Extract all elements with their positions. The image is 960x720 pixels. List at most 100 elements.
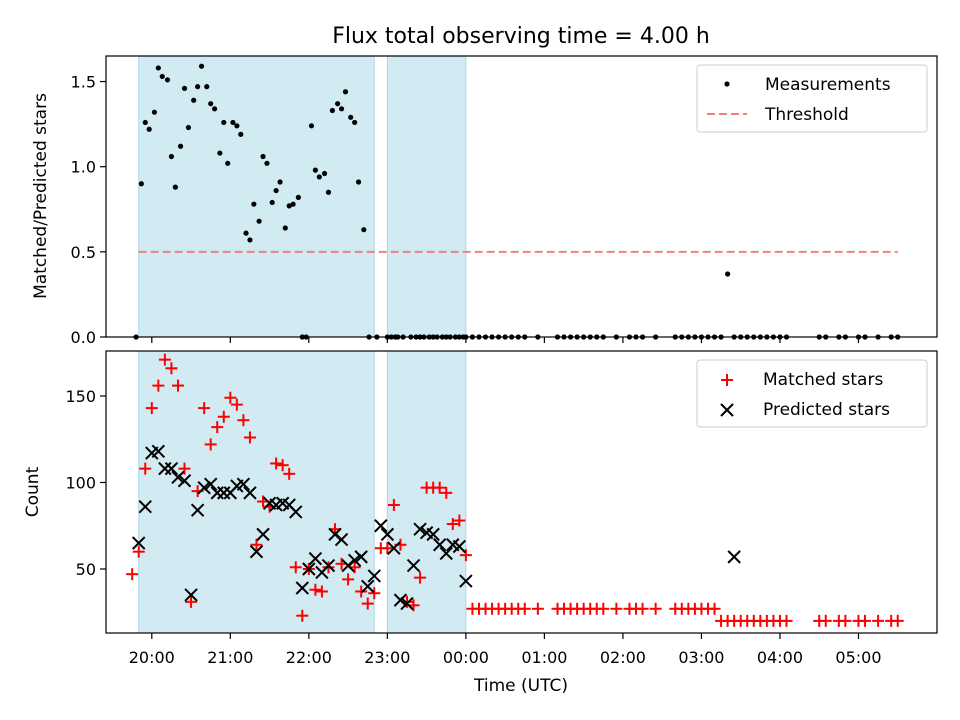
legend-matched-marker — [721, 374, 733, 386]
x-tick-label: 00:00 — [443, 648, 489, 667]
legend-predicted-label: Predicted stars — [763, 400, 890, 420]
measurement-point — [260, 153, 266, 160]
predicted-star-point — [452, 539, 467, 554]
measurement-point — [355, 179, 362, 185]
predicted-star-point — [321, 558, 336, 573]
predicted-star-point — [289, 505, 303, 519]
x-axis-label: Time (UTC) — [473, 676, 568, 696]
matched-star-point — [708, 602, 721, 615]
predicted-star-point — [308, 551, 323, 566]
chart-title: Flux total observing time = 4.00 h — [332, 24, 710, 49]
measurement-point — [282, 225, 288, 231]
matched-star-point — [859, 614, 872, 627]
matched-star-point — [211, 421, 224, 434]
matched-star-point — [230, 398, 243, 411]
matched-star-point — [289, 561, 302, 574]
bottom-plot-frame — [105, 350, 938, 634]
measurement-point — [295, 194, 301, 200]
matched-star-point — [198, 402, 211, 415]
matched-star-point — [139, 462, 152, 475]
measurement-point — [725, 271, 731, 277]
measurement-point — [269, 199, 275, 206]
matched-star-point — [368, 587, 381, 600]
observing-window-2 — [386, 55, 467, 338]
predicted-star-point — [439, 546, 453, 561]
predicted-star-point — [387, 541, 401, 555]
predicted-star-point — [413, 522, 427, 536]
x-tick-label: 04:00 — [757, 648, 803, 667]
measurement-point — [256, 218, 262, 224]
measurement-point — [212, 106, 218, 112]
x-tick-label: 01:00 — [521, 648, 567, 667]
measurement-point — [172, 184, 178, 190]
bottom-legend: Matched stars Predicted stars — [696, 359, 928, 428]
top-y-tick-label: 0.0 — [71, 328, 96, 347]
measurement-point — [221, 119, 227, 126]
matched-star-point — [217, 410, 230, 423]
measurement-point — [159, 73, 165, 80]
matched-star-point — [531, 602, 544, 615]
matched-star-point — [309, 583, 322, 596]
top-legend: Measurements Threshold — [696, 64, 928, 133]
matched-star-point — [315, 585, 328, 598]
measurement-point — [168, 153, 175, 160]
predicted-star-point — [361, 579, 375, 593]
matched-star-point — [649, 602, 662, 615]
measurement-point — [325, 189, 332, 195]
predicted-star-point — [393, 593, 408, 607]
measurement-point — [234, 123, 240, 129]
top-y-tick-label: 0.5 — [71, 243, 96, 262]
predicted-star-point — [243, 486, 257, 500]
predicted-star-point — [132, 536, 146, 550]
predicted-star-point — [295, 581, 310, 595]
bottom-y-tick-label: 50 — [76, 560, 96, 579]
matched-star-point — [446, 518, 459, 531]
observing-window-1 — [138, 350, 375, 634]
x-tick-label: 03:00 — [678, 648, 724, 667]
matched-star-point — [780, 614, 793, 627]
matched-star-point — [440, 486, 453, 499]
measurement-point — [308, 123, 315, 129]
matched-star-point — [636, 602, 649, 615]
predicted-star-point — [347, 553, 362, 568]
measurement-point — [155, 65, 161, 71]
matched-star-point — [891, 614, 904, 627]
matched-star-point — [414, 571, 427, 584]
measurement-point — [195, 84, 201, 90]
x-tick-label: 05:00 — [835, 648, 881, 667]
measurement-point — [225, 160, 231, 166]
bottom-y-tick-label: 100 — [65, 473, 96, 492]
predicted-star-point — [433, 538, 447, 552]
measurement-point — [264, 160, 270, 166]
matched-star-point — [819, 614, 832, 627]
matched-star-point — [185, 595, 198, 608]
matched-star-point — [381, 542, 394, 555]
measurement-point — [316, 174, 322, 180]
measurement-point — [208, 101, 214, 107]
predicted-star-point — [151, 444, 166, 459]
matched-star-point — [237, 414, 250, 427]
predicted-star-point — [171, 470, 185, 485]
predicted-star-point — [164, 461, 179, 476]
x-tick-label: 20:00 — [129, 648, 175, 667]
measurement-point — [164, 77, 171, 83]
matched-star-point — [387, 498, 400, 511]
measurement-point — [321, 170, 328, 177]
matched-star-point — [361, 597, 374, 610]
bottom-panel: 50 100 150 20:00 21:00 22:00 23:00 00:00 01:00 0… — [23, 350, 938, 696]
matched-star-point — [171, 379, 184, 392]
matched-star-point — [296, 609, 309, 622]
x-tick-label: 02:00 — [600, 648, 646, 667]
matched-star-point — [270, 457, 283, 470]
measurement-point — [290, 201, 296, 207]
matched-star-point — [839, 614, 852, 627]
measurement-point — [230, 119, 236, 126]
x-tick-label: 23:00 — [364, 648, 410, 667]
matched-star-point — [610, 602, 623, 615]
matched-star-point — [276, 459, 289, 472]
matched-star-point — [204, 438, 217, 451]
predicted-star-point — [203, 477, 218, 491]
matched-star-point — [243, 431, 256, 444]
measurement-point — [329, 107, 335, 114]
bottom-y-axis-label: Count — [23, 466, 43, 517]
